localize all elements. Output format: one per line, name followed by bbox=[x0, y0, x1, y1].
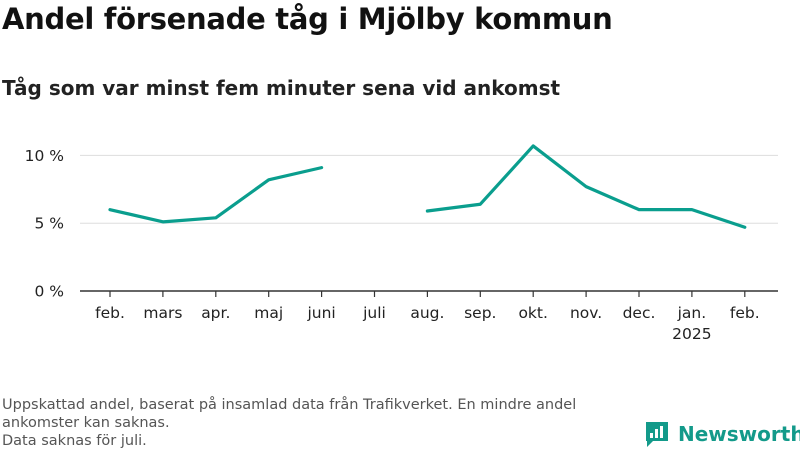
footnote-line: Uppskattad andel, baserat på insamlad da… bbox=[2, 397, 577, 413]
x-tick-label: mars bbox=[143, 304, 182, 322]
x-tick-label: dec. bbox=[623, 304, 656, 322]
footnote-line: Data saknas för juli. bbox=[2, 433, 147, 449]
x-tick-label: apr. bbox=[201, 304, 230, 322]
chart-title: Andel försenade tåg i Mjölby kommun bbox=[2, 2, 613, 36]
x-tick-label: juli bbox=[362, 304, 386, 322]
x-tick-sublabel: 2025 bbox=[672, 325, 711, 343]
series-line-segment bbox=[108, 166, 324, 224]
line-chart: 0 % 5 % 10 % feb. mars apr. maj juni juli aug. se… bbox=[25, 144, 778, 343]
x-axis-ticks: feb. mars apr. maj juni juli aug. sep. okt. nov. d… bbox=[95, 291, 760, 343]
x-tick-label: sep. bbox=[464, 304, 496, 322]
brand-name: Newsworthy bbox=[678, 422, 800, 446]
y-tick-label: 10 % bbox=[25, 147, 64, 165]
y-tick-label: 0 % bbox=[34, 283, 64, 301]
brand-logo: Newsworthy bbox=[644, 420, 800, 448]
series-line-segment bbox=[425, 144, 747, 229]
y-axis-ticks: 0 % 5 % 10 % bbox=[25, 147, 64, 301]
x-tick-label: feb. bbox=[730, 304, 760, 322]
x-tick-label: okt. bbox=[518, 304, 547, 322]
y-tick-label: 5 % bbox=[34, 215, 64, 233]
newsworthy-logo-icon bbox=[646, 422, 668, 447]
x-tick-label: aug. bbox=[410, 304, 444, 322]
series-lines bbox=[108, 144, 747, 229]
x-tick-label: juni bbox=[306, 304, 335, 322]
x-tick-label: maj bbox=[254, 304, 283, 322]
footnote-line: ankomster kan saknas. bbox=[2, 415, 170, 431]
grid-lines bbox=[80, 154, 778, 292]
chart-subtitle: Tåg som var minst fem minuter sena vid a… bbox=[2, 76, 561, 100]
x-tick-label: feb. bbox=[95, 304, 125, 322]
x-tick-label: jan. bbox=[677, 304, 707, 322]
x-tick-label: nov. bbox=[570, 304, 602, 322]
footnote: Uppskattad andel, baserat på insamlad da… bbox=[2, 396, 652, 450]
